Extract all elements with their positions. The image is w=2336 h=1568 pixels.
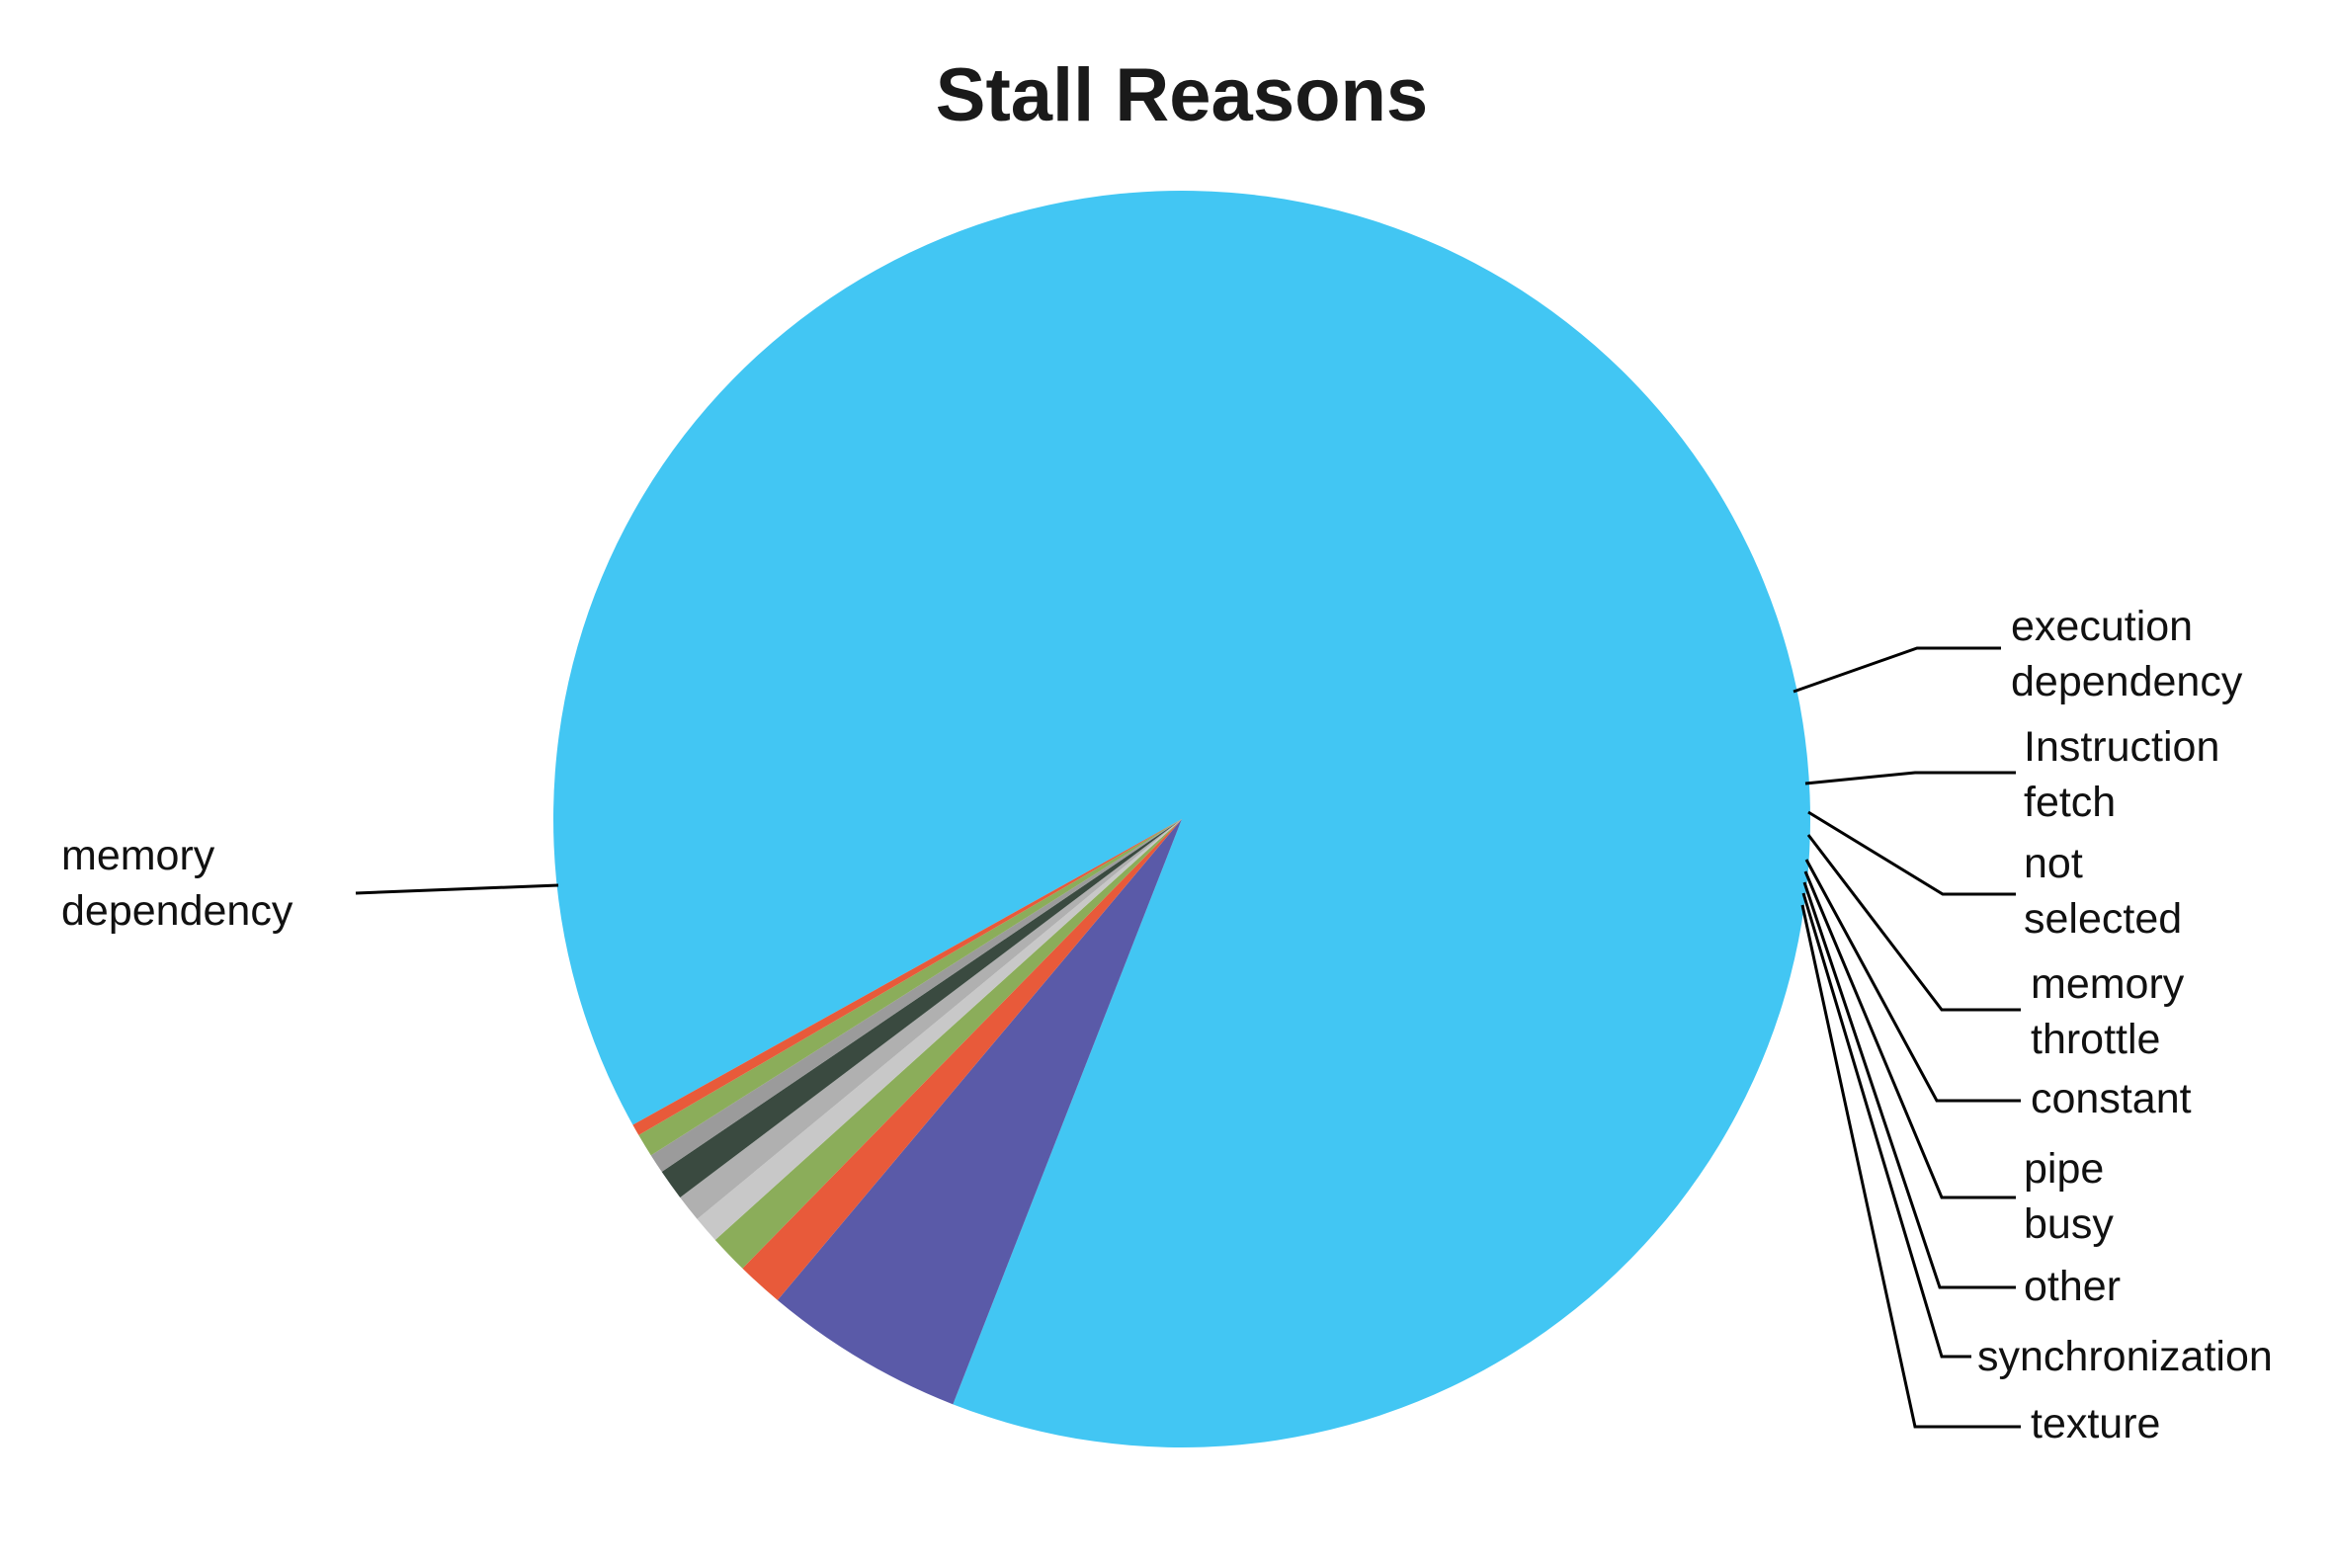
slice-label-texture: texture [2031, 1400, 2160, 1447]
leader-line-pipe-busy [1803, 870, 2016, 1199]
slice-constant [680, 819, 1182, 1219]
leader-line-memory-dependency [355, 883, 559, 895]
slice-label-other: other [2024, 1263, 2121, 1310]
leader-line-other [1802, 881, 2016, 1289]
pie-slices [552, 190, 1810, 1447]
leader-line-not-selected [1807, 810, 2016, 896]
leader-line-texture [1800, 904, 2021, 1429]
chart-title: Stall Reasons [936, 53, 1428, 137]
slice-synchronization [638, 819, 1182, 1156]
slice-memory-dependency [552, 190, 1810, 1447]
leader-line-instruction-fetch [1804, 771, 2016, 785]
slice-memory-throttle [697, 819, 1182, 1241]
slice-label-instruction-fetch: Instruction fetch [2024, 723, 2219, 826]
slice-label-execution-dependency: execution dependency [2011, 603, 2243, 705]
slice-label-constant: constant [2031, 1075, 2192, 1122]
slice-label-synchronization: synchronization [1977, 1333, 2273, 1380]
leader-line-memory-throttle [1806, 834, 2021, 1012]
slice-label-not-selected: not selected [2024, 840, 2182, 943]
slice-labels: memory dependency execution dependency Instr… [61, 603, 2273, 1447]
slice-texture [632, 819, 1182, 1135]
slice-label-pipe-busy: pipe busy [2024, 1145, 2114, 1248]
leader-line-execution-dependency [1793, 646, 2001, 694]
leader-line-constant [1804, 859, 2021, 1103]
slice-pipe-busy [661, 819, 1182, 1197]
slice-not-selected [714, 819, 1182, 1269]
slice-execution-dependency [777, 819, 1182, 1405]
leader-lines [355, 646, 2021, 1429]
slice-other [650, 819, 1182, 1173]
slice-label-memory-dependency: memory dependency [61, 832, 293, 935]
slice-instruction-fetch [742, 819, 1182, 1300]
leader-line-synchronization [1801, 892, 1971, 1359]
slice-label-memory-throttle: memory throttle [2031, 960, 2185, 1063]
